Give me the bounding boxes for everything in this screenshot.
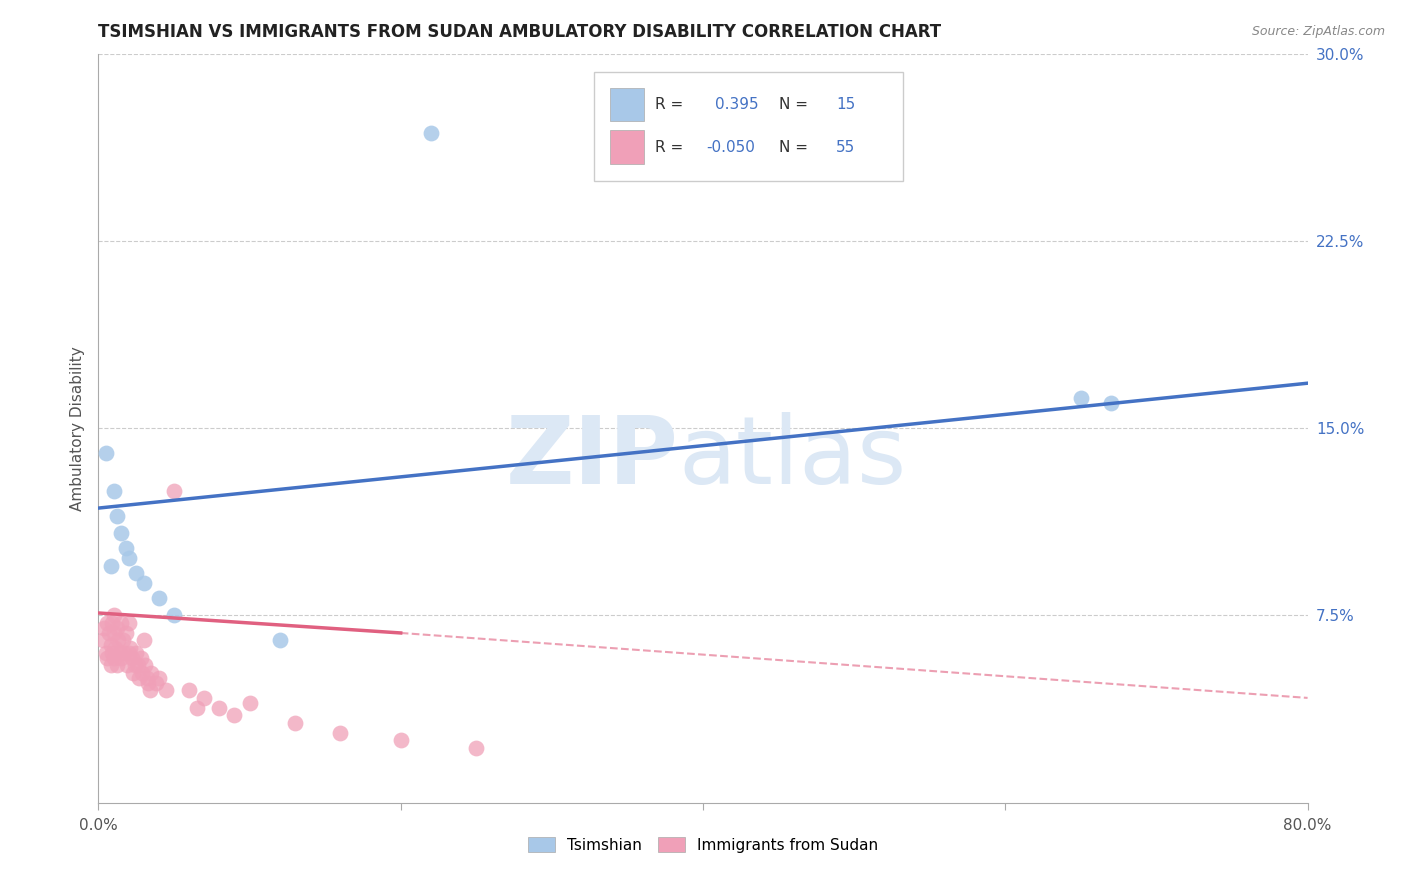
Point: [141, 665, 163, 680]
Point: [114, 541, 136, 555]
Point: [125, 646, 148, 660]
Point: [127, 658, 149, 673]
Point: [100, 558, 122, 573]
Text: 0.395: 0.395: [716, 97, 759, 112]
Point: [115, 658, 138, 673]
Point: [125, 566, 148, 580]
Text: atlas: atlas: [679, 412, 907, 504]
Text: ZIP: ZIP: [506, 412, 679, 504]
Point: [100, 658, 122, 673]
Text: N =: N =: [779, 97, 813, 112]
Point: [186, 701, 208, 715]
Point: [118, 646, 141, 660]
Point: [101, 615, 124, 630]
Point: [179, 683, 201, 698]
Point: [122, 665, 145, 680]
Point: [103, 626, 125, 640]
Point: [107, 633, 129, 648]
Point: [163, 483, 186, 498]
Bar: [610, 130, 644, 164]
Point: [108, 646, 131, 660]
Point: [105, 508, 128, 523]
Point: [94, 446, 117, 460]
Point: [131, 665, 153, 680]
Text: R =: R =: [655, 97, 688, 112]
Point: [193, 690, 215, 705]
Point: [110, 615, 132, 630]
Point: [1070, 391, 1092, 405]
Y-axis label: Ambulatory Disability: Ambulatory Disability: [69, 346, 84, 510]
Point: [105, 658, 128, 673]
Point: [96, 615, 118, 630]
Point: [112, 646, 135, 660]
Point: [1099, 396, 1122, 410]
Point: [132, 576, 155, 591]
Point: [103, 608, 125, 623]
Point: [148, 591, 170, 605]
Point: [465, 740, 488, 755]
Point: [100, 639, 122, 653]
Point: [103, 651, 125, 665]
Point: [139, 683, 162, 698]
Point: [148, 671, 170, 685]
Text: N =: N =: [779, 140, 813, 154]
Point: [93, 621, 115, 635]
Point: [94, 646, 117, 660]
Point: [136, 676, 159, 690]
Legend: Tsimshian, Immigrants from Sudan: Tsimshian, Immigrants from Sudan: [522, 830, 884, 859]
Point: [135, 671, 157, 685]
Point: [124, 658, 146, 673]
Point: [389, 733, 412, 747]
Point: [114, 626, 136, 640]
FancyBboxPatch shape: [595, 72, 903, 181]
Point: [118, 615, 141, 630]
Point: [105, 621, 128, 635]
Point: [284, 715, 307, 730]
Point: [163, 608, 186, 623]
Text: 55: 55: [837, 140, 855, 154]
Point: [110, 526, 132, 541]
Point: [121, 651, 143, 665]
Bar: [610, 87, 644, 121]
Point: [132, 633, 155, 648]
Point: [103, 483, 125, 498]
Point: [145, 676, 167, 690]
Text: Source: ZipAtlas.com: Source: ZipAtlas.com: [1251, 25, 1385, 38]
Point: [208, 701, 231, 715]
Point: [110, 651, 132, 665]
Point: [111, 633, 134, 648]
Point: [134, 658, 156, 673]
Point: [420, 127, 443, 141]
Point: [239, 696, 262, 710]
Point: [129, 651, 152, 665]
Point: [104, 640, 127, 655]
Point: [118, 551, 141, 566]
Text: TSIMSHIAN VS IMMIGRANTS FROM SUDAN AMBULATORY DISABILITY CORRELATION CHART: TSIMSHIAN VS IMMIGRANTS FROM SUDAN AMBUL…: [98, 23, 942, 41]
Point: [269, 633, 291, 648]
Point: [224, 708, 246, 723]
Point: [155, 683, 177, 698]
Point: [329, 726, 352, 740]
Point: [128, 671, 150, 685]
Point: [101, 646, 124, 660]
Text: 15: 15: [837, 97, 855, 112]
Point: [98, 626, 121, 640]
Point: [120, 640, 142, 655]
Point: [96, 651, 118, 665]
Text: R =: R =: [655, 140, 688, 154]
Text: -0.050: -0.050: [707, 140, 755, 154]
Point: [91, 633, 114, 648]
